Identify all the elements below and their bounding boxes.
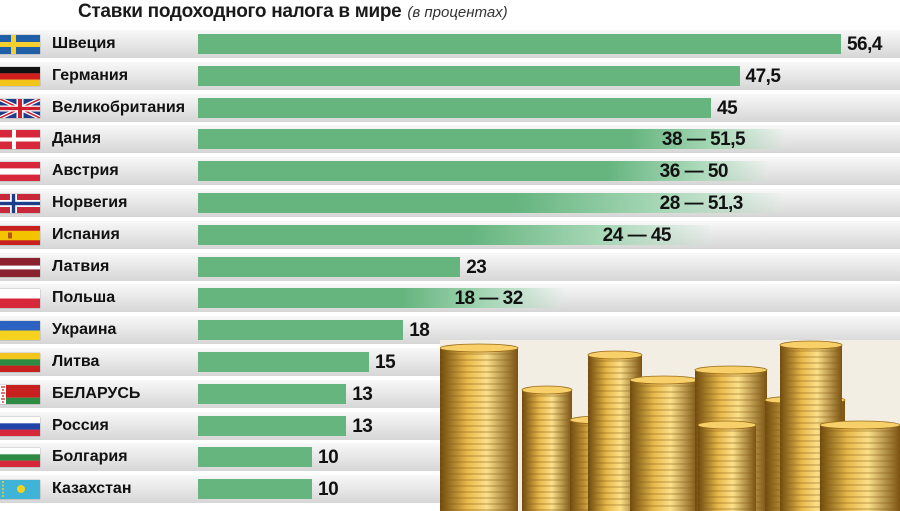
bulgaria-flag-icon [0, 448, 40, 468]
russia-flag-icon [0, 416, 40, 436]
bar-row: Швеция 56,4 [0, 30, 900, 60]
bar [198, 352, 369, 372]
bar [198, 256, 461, 277]
bar [198, 224, 472, 245]
bar-row: Австрия 36 — 50 [0, 157, 900, 188]
poland-flag-icon [0, 289, 40, 309]
category-label: Латвия [52, 257, 110, 275]
bar [198, 479, 312, 500]
bar-row: Испания 24 — 45 [0, 220, 900, 251]
bar-range [403, 288, 563, 309]
category-label: БЕЛАРУСЬ [52, 384, 141, 402]
bar [198, 34, 841, 54]
sweden-flag-icon [0, 35, 40, 54]
data-label: 13 [352, 383, 373, 405]
ukraine-flag-icon [0, 321, 40, 341]
chart-header: Ставки подоходного налога в мире (в проце… [78, 0, 508, 26]
bar [198, 97, 711, 118]
category-label: Норвегия [52, 194, 128, 211]
category-label: Швеция [52, 35, 116, 52]
data-label: 36 — 50 [659, 161, 729, 183]
data-label: 45 [717, 97, 738, 119]
bar-row: Дания 38 — 51,5 [0, 125, 900, 156]
data-label: 18 — 32 [454, 288, 523, 310]
bar [198, 288, 404, 309]
chart-subtitle: (в процентах) [407, 4, 508, 21]
kazakhstan-flag-icon [0, 480, 40, 500]
bar-row: Великобритания 45 [0, 93, 900, 124]
bar-row: Норвегия 28 — 51,3 [0, 189, 900, 219]
spain-flag-icon [0, 225, 40, 245]
bar-range [631, 129, 786, 150]
category-label: Германия [52, 66, 129, 84]
bar-row: Германия 47,5 [0, 61, 900, 92]
chart-title: Ставки подоходного налога в мире [78, 1, 402, 22]
germany-flag-icon [0, 66, 40, 86]
norway-flag-icon [0, 194, 40, 213]
lithuania-flag-icon [0, 353, 40, 372]
belarus-flag-icon [0, 384, 40, 404]
data-label: 10 [318, 479, 339, 501]
bar [198, 161, 609, 182]
category-label: Австрия [52, 162, 119, 180]
data-label: 47,5 [745, 65, 781, 87]
coin-stacks-image [440, 340, 900, 511]
data-label: 23 [466, 256, 487, 278]
bar [198, 65, 740, 86]
bar-row: Польша 18 — 32 [0, 284, 900, 315]
denmark-flag-icon [0, 130, 40, 150]
bar [198, 447, 312, 468]
category-label: Литва [52, 353, 100, 370]
bar-row: Латвия 23 [0, 252, 900, 283]
category-label: Испания [52, 225, 120, 243]
category-label: Болгария [52, 448, 128, 466]
bar [198, 193, 518, 213]
data-label: 38 — 51,5 [661, 129, 746, 151]
austria-flag-icon [0, 162, 40, 182]
data-label: 28 — 51,3 [659, 193, 744, 214]
data-label: 24 — 45 [602, 224, 672, 246]
category-label: Казахстан [52, 480, 132, 498]
uk-flag-icon [0, 98, 40, 118]
data-label: 13 [352, 415, 373, 437]
data-label: 18 [409, 320, 430, 342]
bar-range [517, 193, 783, 213]
data-label: 56,4 [846, 34, 882, 55]
bar [198, 383, 347, 404]
category-label: Великобритания [52, 98, 186, 116]
bar-range [471, 224, 711, 245]
category-label: Дания [52, 130, 102, 148]
latvia-flag-icon [0, 257, 40, 277]
bar-range [608, 161, 768, 182]
bar [198, 415, 347, 436]
data-label: 10 [318, 447, 339, 469]
category-label: Россия [52, 416, 109, 434]
category-label: Украина [52, 321, 117, 339]
bar [198, 129, 632, 150]
category-label: Польша [52, 289, 116, 307]
bar [198, 320, 404, 341]
data-label: 15 [375, 352, 396, 373]
